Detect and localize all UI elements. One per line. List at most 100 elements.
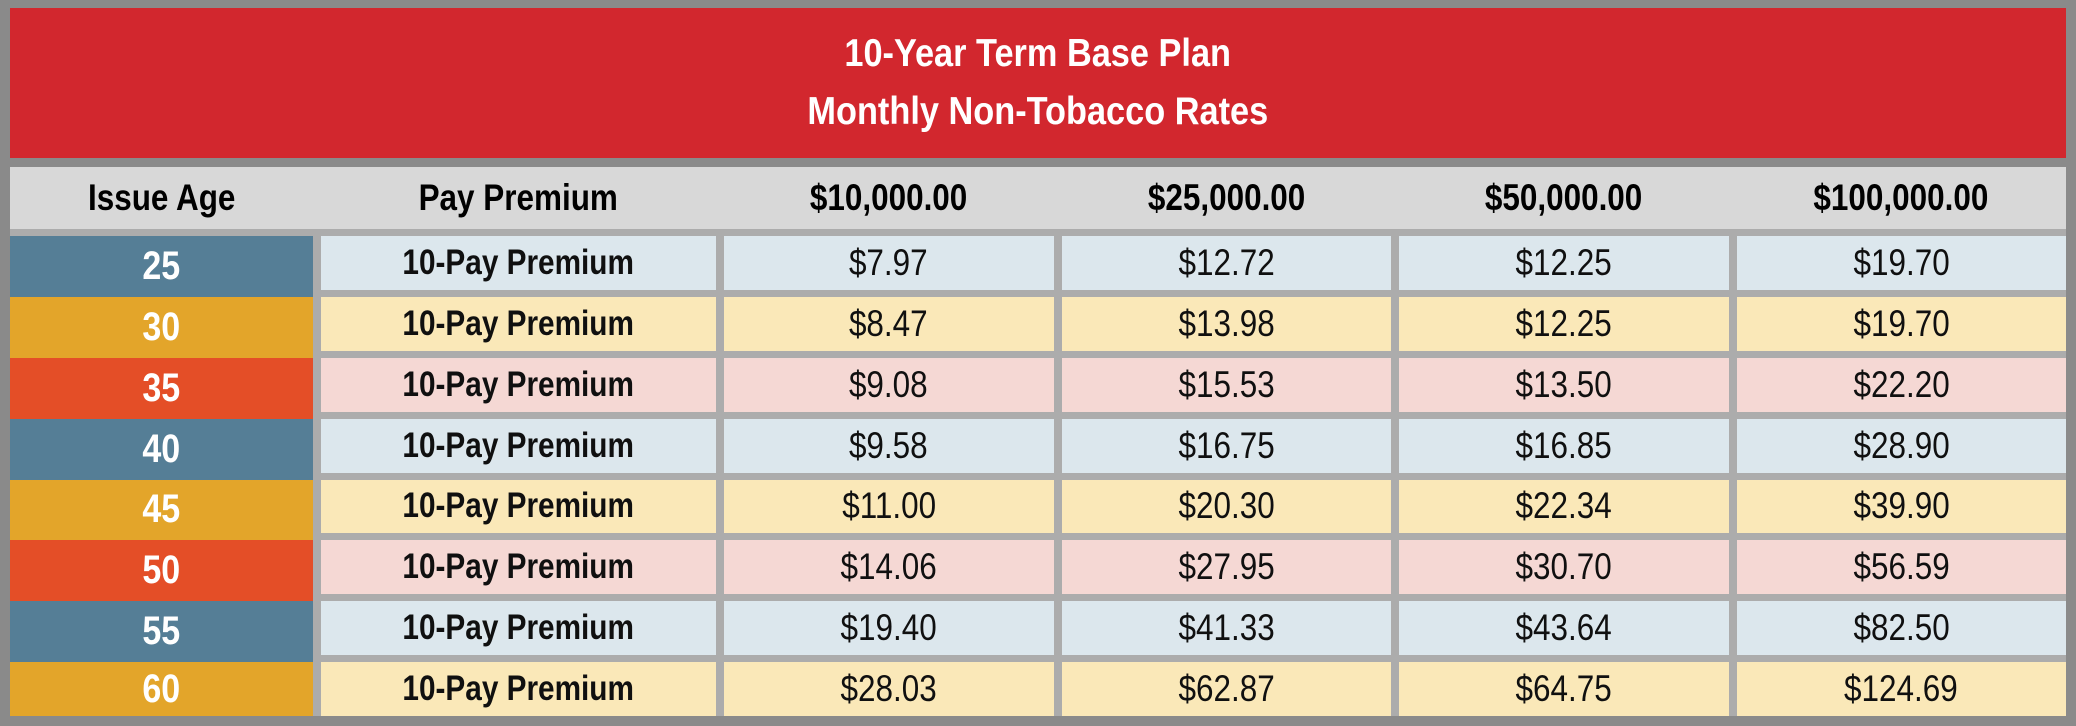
rate-cell: $16.75 [1061,418,1391,473]
rate-cell: $9.08 [724,357,1054,412]
issue-age-cell-label: 35 [142,365,181,410]
rate-cell-label: $7.97 [849,241,929,283]
rate-cell: $39.90 [1736,479,2066,534]
issue-age-cell: 60 [10,662,313,716]
rate-cell-label: $64.75 [1515,668,1612,710]
issue-age-cell: 30 [10,296,313,358]
rate-cell-label: $16.75 [1178,424,1275,466]
rate-cell-label: $12.25 [1515,241,1612,283]
rate-cell-label: $15.53 [1178,363,1275,405]
issue-age-cell-label: 45 [142,487,181,532]
rate-cell-label: $56.59 [1853,546,1950,588]
issue-age-cell-label: 55 [142,609,181,654]
rate-cell: $15.53 [1061,357,1391,412]
rate-cell: $19.70 [1736,236,2066,290]
column-header-label: $25,000.00 [1147,177,1305,218]
issue-age-cell: 35 [10,357,313,419]
rate-cell-label: $20.30 [1178,485,1275,527]
column-header-pay-premium: Pay Premium [321,167,716,229]
table-row: 60 10-Pay Premium $28.03 $62.87 $64.75 $124.6… [10,662,2066,716]
rate-cell: $12.72 [1061,236,1391,290]
table-title: 10-Year Term Base Plan [844,32,1232,75]
issue-age-cell-label: 30 [142,304,181,349]
rate-cell-label: $9.08 [849,363,929,405]
rate-cell: $64.75 [1399,662,1729,716]
column-header-label: $50,000.00 [1485,177,1643,218]
pay-premium-cell: 10-Pay Premium [321,540,716,595]
table-row: 40 10-Pay Premium $9.58 $16.75 $16.85 $28.90 [10,418,2066,480]
rate-cell-label: $19.40 [840,607,937,649]
pay-premium-cell: 10-Pay Premium [321,662,716,716]
rate-cell: $30.70 [1399,540,1729,595]
pay-premium-cell: 10-Pay Premium [321,357,716,412]
table-row: 35 10-Pay Premium $9.08 $15.53 $13.50 $22.20 [10,357,2066,419]
pay-premium-cell: 10-Pay Premium [321,601,716,656]
rate-cell-label: $41.33 [1178,607,1275,649]
rate-cell: $27.95 [1061,540,1391,595]
rate-cell-label: $22.20 [1853,363,1950,405]
rate-cell-label: $11.00 [841,485,936,527]
rate-cell-label: $28.90 [1853,424,1950,466]
rate-cell: $7.97 [724,236,1054,290]
rate-cell: $62.87 [1061,662,1391,716]
rate-cell-label: $9.58 [849,424,929,466]
rate-cell: $12.25 [1399,236,1729,290]
rate-cell: $20.30 [1061,479,1391,534]
rate-cell-label: $28.03 [840,668,937,710]
rate-cell: $19.70 [1736,296,2066,351]
rate-cell-label: $8.47 [849,302,929,344]
column-header-label: Pay Premium [418,177,619,218]
pay-premium-cell-label: 10-Pay Premium [402,547,635,587]
rate-cell: $43.64 [1399,601,1729,656]
table-row: 55 10-Pay Premium $19.40 $41.33 $43.64 $82.50 [10,601,2066,663]
issue-age-cell: 50 [10,540,313,602]
rate-cell: $16.85 [1399,418,1729,473]
rate-cell-label: $27.95 [1178,546,1275,588]
pay-premium-cell: 10-Pay Premium [321,418,716,473]
rate-cell-label: $30.70 [1515,546,1612,588]
rate-cell: $28.03 [724,662,1054,716]
pay-premium-cell: 10-Pay Premium [321,479,716,534]
rate-cell: $12.25 [1399,296,1729,351]
pay-premium-cell-label: 10-Pay Premium [402,425,635,465]
rate-cell: $41.33 [1061,601,1391,656]
issue-age-cell: 45 [10,479,313,541]
table-row: 50 10-Pay Premium $14.06 $27.95 $30.70 $56.59 [10,540,2066,602]
rate-cell: $13.98 [1061,296,1391,351]
rate-cell-label: $12.72 [1178,241,1275,283]
rate-cell: $13.50 [1399,357,1729,412]
rate-cell: $22.34 [1399,479,1729,534]
rate-cell-label: $62.87 [1178,668,1275,710]
table-row: 25 10-Pay Premium $7.97 $12.72 $12.25 $19.70 [10,236,2066,297]
column-header-10000: $10,000.00 [724,167,1054,229]
table-subtitle: Monthly Non-Tobacco Rates [807,90,1269,133]
rate-cell-label: $43.64 [1515,607,1612,649]
table-header-row: Issue Age Pay Premium $10,000.00 $25,000… [10,167,2066,229]
table-row: 30 10-Pay Premium $8.47 $13.98 $12.25 $19.70 [10,296,2066,358]
issue-age-cell: 25 [10,236,313,297]
rate-cell: $14.06 [724,540,1054,595]
rate-cell: $56.59 [1736,540,2066,595]
rate-cell: $8.47 [724,296,1054,351]
issue-age-cell: 40 [10,418,313,480]
rate-cell-label: $13.98 [1178,302,1275,344]
issue-age-cell-label: 25 [142,243,181,288]
rate-cell: $82.50 [1736,601,2066,656]
issue-age-cell-label: 40 [142,426,181,471]
rate-cell-label: $16.85 [1515,424,1612,466]
rate-cell: $9.58 [724,418,1054,473]
column-header-issue-age: Issue Age [10,167,313,229]
pay-premium-cell-label: 10-Pay Premium [402,303,635,343]
column-header-label: $100,000.00 [1813,177,1989,218]
table-title-banner: 10-Year Term Base Plan Monthly Non-Tobac… [10,8,2066,158]
rate-cell: $124.69 [1736,662,2066,716]
column-header-label: Issue Age [87,177,236,218]
issue-age-cell: 55 [10,601,313,663]
pay-premium-cell: 10-Pay Premium [321,296,716,351]
rate-cell-label: $12.25 [1515,302,1612,344]
rate-cell-label: $39.90 [1853,485,1950,527]
rate-cell-label: $124.69 [1844,668,1959,710]
table-row: 45 10-Pay Premium $11.00 $20.30 $22.34 $39.90 [10,479,2066,541]
rate-cell-label: $22.34 [1515,485,1612,527]
